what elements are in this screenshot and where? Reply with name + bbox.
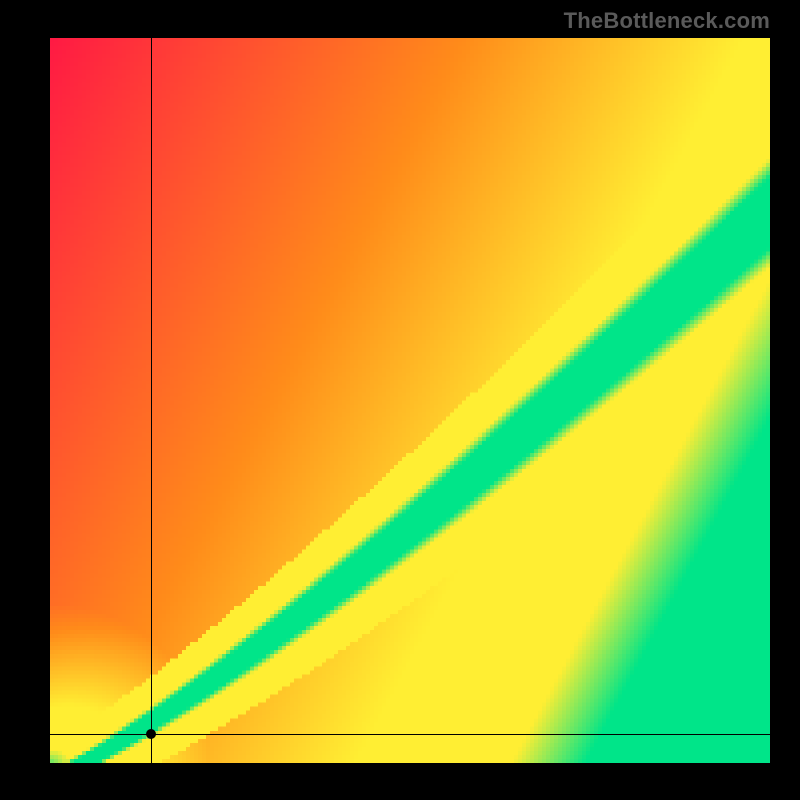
watermark-text: TheBottleneck.com bbox=[564, 8, 770, 34]
crosshair-horizontal bbox=[50, 734, 770, 735]
root-container: TheBottleneck.com bbox=[0, 0, 800, 800]
heatmap-plot bbox=[50, 38, 770, 763]
crosshair-vertical bbox=[151, 38, 152, 763]
crosshair-marker bbox=[146, 729, 156, 739]
heatmap-canvas bbox=[50, 38, 770, 763]
